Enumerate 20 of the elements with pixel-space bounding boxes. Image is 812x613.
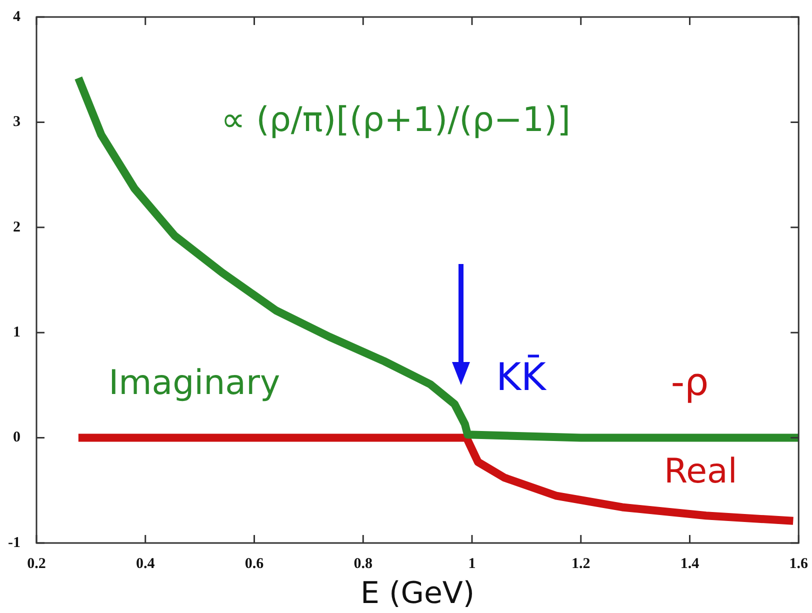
annotation: KK̄ — [496, 354, 547, 399]
x-tick-label: 0.6 — [244, 556, 264, 572]
x-tick-label: 1.6 — [789, 556, 808, 572]
x-axis-title: E (GeV) — [360, 576, 475, 611]
annotation: ∝ (ρ/π)[(ρ+1)/(ρ−1)] — [220, 100, 571, 140]
x-tick-label: 0.2 — [27, 556, 46, 572]
series-label: Real — [664, 451, 738, 492]
y-tick-label: -1 — [8, 534, 20, 551]
annotation: -ρ — [670, 360, 709, 404]
x-tick-label: 0.8 — [354, 556, 372, 572]
y-tick-label: 4 — [12, 8, 21, 25]
x-tick-label: 0.4 — [136, 556, 156, 572]
y-tick-label: 0 — [12, 430, 20, 446]
x-tick-label: 1 — [468, 556, 476, 572]
y-tick-label: 2 — [12, 219, 20, 236]
series-label: Imaginary — [108, 363, 280, 404]
y-tick-label: 1 — [12, 324, 20, 340]
y-tick-label: 3 — [12, 114, 20, 130]
x-tick-label: 1.4 — [680, 556, 700, 572]
x-tick-label: 1.2 — [572, 556, 590, 572]
